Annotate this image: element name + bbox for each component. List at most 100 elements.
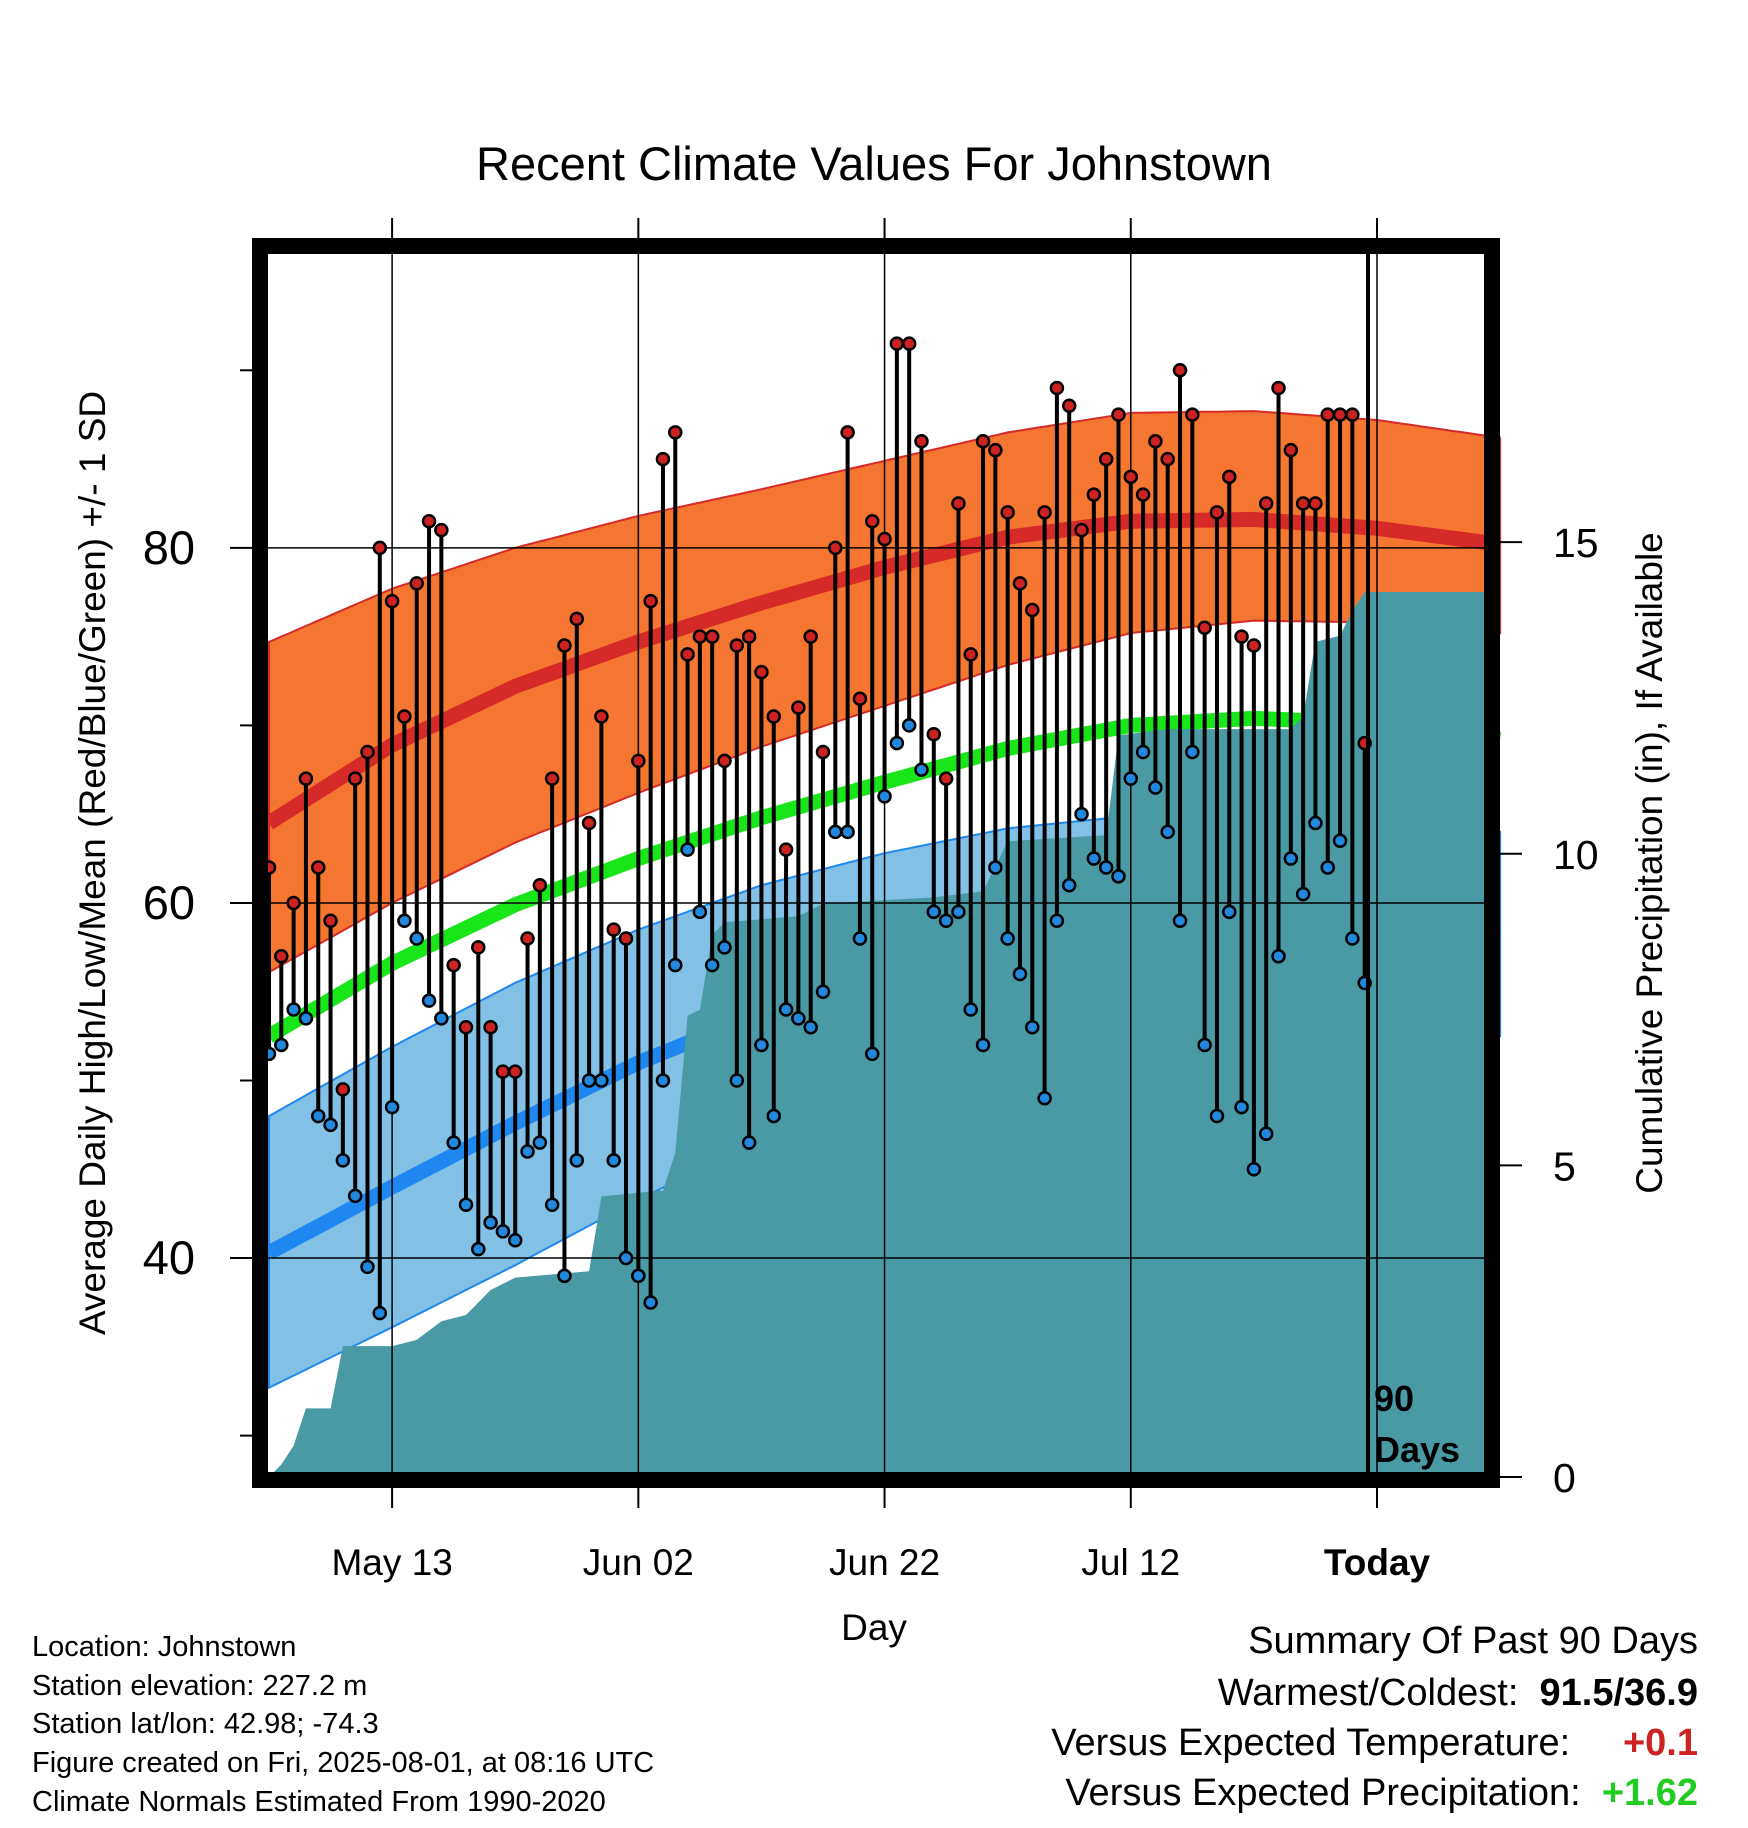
daily-low-point [1000,931,1015,946]
daily-low-point [975,1037,991,1053]
daily-low-point [1295,886,1311,902]
daily-high-point [1061,398,1077,414]
daily-low-point [446,1135,461,1150]
summary-warm-cold: Warmest/Coldest: 91.5/36.9 [1218,1672,1698,1715]
daily-high-point [1025,602,1040,618]
daily-high-point [335,1082,351,1097]
daily-high-point [951,496,966,511]
daily-high-point [1197,620,1212,635]
daily-high-point [557,638,572,653]
daily-low-point [988,860,1003,875]
daily-low-point [1283,851,1299,866]
daily-low-point [680,842,695,857]
daily-low-point [532,1135,548,1150]
daily-low-point [1111,869,1126,884]
daily-high-point [1123,469,1139,485]
daily-low-point [286,1002,301,1017]
daily-low-point [581,1073,597,1088]
daily-high-point [1295,496,1311,511]
y-axis-label: Average Daily High/Low/Mean (Red/Blue/Gr… [72,391,113,1335]
warm-cold-label: Warmest/Coldest: [1217,1672,1519,1714]
daily-high-point [618,931,634,946]
daily-low-point [1345,931,1360,946]
daily-low-point [840,824,855,840]
daily-low-point [594,1073,609,1088]
daily-low-point [828,824,843,840]
daily-low-point [1185,744,1200,760]
daily-low-point [1320,860,1336,875]
daily-high-point [1012,576,1028,591]
daily-low-point [618,1250,634,1266]
daily-low-point [557,1268,572,1284]
daily-high-point [1234,629,1249,644]
daily-high-point [1172,363,1188,378]
daily-low-point [274,1037,289,1053]
daily-high-point [507,1064,523,1079]
daily-low-point [815,984,831,999]
y2-tick-label: 15 [1553,520,1599,566]
daily-low-point [298,1011,314,1026]
daily-high-point [692,629,708,644]
daily-low-point [507,1233,523,1248]
daily-high-point [1135,487,1151,502]
daily-high-point [1160,451,1175,467]
daily-low-point [1332,833,1348,849]
daily-low-point [1074,806,1089,822]
daily-low-point [1258,1126,1274,1142]
x-axis-label: Day [841,1607,907,1648]
y2-tick-label: 10 [1553,832,1599,878]
temperature-label: Versus Expected Temperature: [1051,1722,1571,1764]
daily-low-point [1012,966,1028,982]
daily-high-point [852,691,868,707]
daily-high-point [581,815,597,831]
daily-low-point [471,1241,486,1257]
daily-low-point [864,1046,880,1062]
daily-low-point [520,1144,535,1159]
daily-low-point [717,940,732,955]
today-line-label: 90 [1374,1378,1414,1419]
daily-high-point [323,913,338,928]
daily-high-point [1098,451,1114,467]
daily-high-point [643,593,658,609]
daily-low-point [310,1108,326,1124]
daily-low-point [421,993,437,1008]
x-tick-label: Jun 02 [583,1542,694,1583]
daily-high-point [1049,380,1065,396]
daily-high-point [778,842,794,857]
grid-lines [260,246,1492,1480]
warm-cold-value: 91.5/36.9 [1539,1672,1698,1714]
daily-high-point [741,629,757,644]
precipitation-value: +1.62 [1601,1772,1698,1814]
daily-high-point [569,611,585,627]
daily-high-point [495,1064,511,1079]
daily-high-point [754,664,769,680]
daily-low-point [323,1117,338,1133]
temperature-value: +0.1 [1622,1722,1698,1764]
daily-high-point [1185,407,1200,422]
daily-low-point [1086,851,1102,866]
daily-high-point [483,1019,498,1035]
daily-low-point [914,762,929,778]
daily-high-point [1308,496,1323,511]
daily-high-point [458,1019,474,1035]
summary-temperature: Versus Expected Temperature: +0.1 [1051,1722,1698,1765]
daily-high-point [766,709,782,724]
daily-low-point [741,1135,757,1150]
daily-high-point [988,442,1003,458]
daily-low-point [852,931,868,946]
daily-low-point [1172,913,1188,928]
daily-high-point [347,771,363,786]
daily-low-point [778,1002,794,1017]
daily-high-point [1258,496,1274,511]
plot-frame [252,238,1500,1488]
daily-high-point [655,451,671,467]
daily-high-point [532,877,548,893]
daily-high-point [397,709,412,724]
daily-low-point [1025,1019,1040,1035]
daily-low-point [1222,904,1237,920]
daily-high-point [274,948,289,964]
normals-text: Climate Normals Estimated From 1990-2020 [32,1786,606,1818]
daily-low-point [569,1153,585,1168]
daily-high-point [372,540,388,556]
daily-high-point [298,771,314,786]
